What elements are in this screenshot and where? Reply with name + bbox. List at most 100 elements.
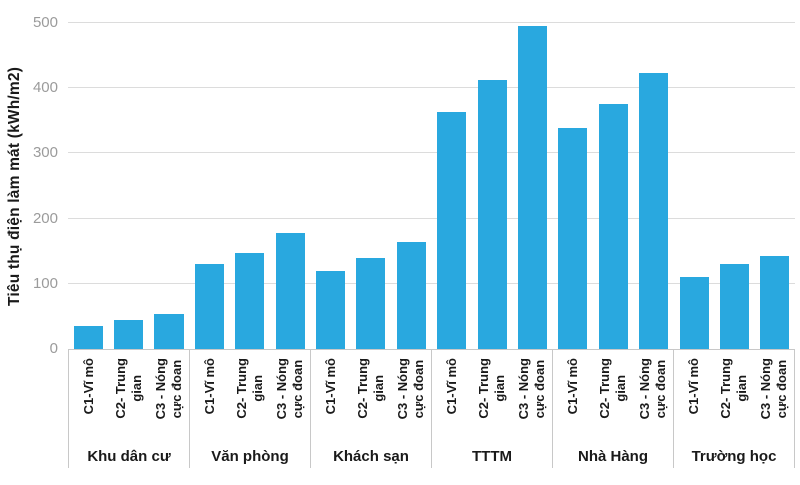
- x-label-cell: C1-Vĩ mô: [674, 350, 714, 445]
- y-tick-label: 200: [32, 209, 58, 227]
- x-labels-row: C1-Vĩ mô C2- Trung gian C3 - Nóng cực đoan: [190, 350, 310, 445]
- x-tick-label: C2- Trung gian: [234, 358, 265, 419]
- x-tick-label: C2- Trung gian: [113, 358, 144, 419]
- bar: [235, 252, 265, 349]
- x-tick-label: C1-Vĩ mô: [444, 358, 459, 415]
- bar-slot: [310, 23, 350, 349]
- x-label-cell: C1-Vĩ mô: [553, 350, 593, 445]
- x-axis-group: C1-Vĩ mô C2- Trung gian C3 - Nóng cực đoan…: [673, 350, 795, 468]
- x-label-cell: C3 - Nóng cực đoan: [391, 350, 431, 445]
- bar: [154, 313, 184, 349]
- x-label-cell: C3 - Nóng cực đoan: [512, 350, 552, 445]
- bar-slot: [593, 23, 633, 349]
- y-tick-label: 0: [49, 340, 58, 357]
- x-tick-label: C3 - Nóng cực đoan: [637, 358, 668, 420]
- bar-slot: [189, 23, 229, 349]
- x-group-label: TTTM: [472, 448, 512, 465]
- x-axis-group: C1-Vĩ mô C2- Trung gian C3 - Nóng cực đoan…: [552, 350, 673, 468]
- bar: [275, 232, 305, 349]
- y-tick-label: 300: [32, 144, 58, 162]
- bar-group: [189, 23, 310, 349]
- x-tick-label: C3 - Nóng cực đoan: [153, 358, 184, 420]
- bar-slot: [755, 23, 795, 349]
- bar-slot: [714, 23, 754, 349]
- x-label-cell: C2- Trung gian: [351, 350, 391, 445]
- x-group-label: Khu dân cư: [87, 448, 171, 465]
- x-label-cell: C2- Trung gian: [714, 350, 754, 445]
- bar: [517, 26, 548, 349]
- bar-group: [553, 23, 674, 349]
- gridline: [68, 152, 795, 154]
- x-labels-row: C1-Vĩ mô C2- Trung gian C3 - Nóng cực đoan: [69, 350, 189, 445]
- bar: [598, 103, 628, 349]
- bar-group: [674, 23, 795, 349]
- x-tick-label: C1-Vĩ mô: [81, 358, 96, 415]
- x-tick-label: C2- Trung gian: [718, 358, 749, 419]
- x-axis-group: C1-Vĩ mô C2- Trung gian C3 - Nóng cực đoan…: [189, 350, 310, 468]
- y-tick-label: 500: [32, 14, 58, 31]
- x-group-label: Nhà Hàng: [577, 448, 648, 465]
- x-group-label: Văn phòng: [211, 448, 289, 465]
- bar-slot: [108, 23, 148, 349]
- gridlines: [68, 22, 795, 349]
- x-tick-label: C2- Trung gian: [476, 358, 507, 419]
- bar-slot: [351, 23, 391, 349]
- bar-slot: [230, 23, 270, 349]
- bar-slot: [553, 23, 593, 349]
- y-axis-ticks: 0 100 200 300 400 500: [0, 14, 58, 357]
- plot-area: [68, 22, 795, 350]
- x-axis-group: C1-Vĩ mô C2- Trung gian C3 - Nóng cực đoan…: [310, 350, 431, 468]
- bar: [114, 319, 144, 349]
- bar: [437, 112, 467, 349]
- gridline: [68, 87, 795, 89]
- bar: [316, 270, 346, 349]
- gridline: [68, 217, 795, 219]
- bar: [558, 127, 588, 349]
- x-label-cell: C2- Trung gian: [593, 350, 633, 445]
- x-tick-label: C2- Trung gian: [597, 358, 628, 419]
- bar-group: [310, 23, 431, 349]
- x-tick-label: C1-Vĩ mô: [323, 358, 338, 415]
- x-label-cell: C1-Vĩ mô: [432, 350, 472, 445]
- x-axis-area: C1-Vĩ mô C2- Trung gian C3 - Nóng cực đoan…: [68, 350, 795, 468]
- x-label-cell: C3 - Nóng cực đoan: [149, 350, 189, 445]
- bar: [396, 242, 426, 349]
- bar: [356, 257, 386, 349]
- x-labels-row: C1-Vĩ mô C2- Trung gian C3 - Nóng cực đoan: [674, 350, 794, 445]
- x-tick-label: C3 - Nóng cực đoan: [758, 358, 789, 420]
- x-label-cell: C2- Trung gian: [109, 350, 149, 445]
- x-label-cell: C2- Trung gian: [230, 350, 270, 445]
- x-tick-label: C1-Vĩ mô: [202, 358, 217, 415]
- x-label-cell: C3 - Nóng cực đoan: [754, 350, 794, 445]
- x-group-label: Trường học: [691, 448, 777, 465]
- x-tick-label: C1-Vĩ mô: [686, 358, 701, 415]
- gridline: [68, 282, 795, 284]
- y-tick-label: 100: [32, 274, 58, 292]
- x-tick-label: C3 - Nóng cực đoan: [395, 358, 426, 420]
- bar: [73, 326, 103, 349]
- bar: [477, 80, 507, 349]
- x-group-label: Khách sạn: [333, 448, 409, 465]
- bar: [194, 264, 224, 349]
- bar-group: [432, 23, 553, 349]
- bar: [639, 72, 669, 349]
- x-tick-label: C3 - Nóng cực đoan: [274, 358, 305, 420]
- x-label-cell: C3 - Nóng cực đoan: [270, 350, 310, 445]
- y-tick-label: 400: [32, 79, 58, 97]
- bar-slot: [391, 23, 431, 349]
- x-labels-row: C1-Vĩ mô C2- Trung gian C3 - Nóng cực đoan: [311, 350, 431, 445]
- x-label-cell: C2- Trung gian: [472, 350, 512, 445]
- x-tick-label: C3 - Nóng cực đoan: [516, 358, 547, 420]
- bar-slot: [432, 23, 472, 349]
- bar-slot: [674, 23, 714, 349]
- x-label-cell: C3 - Nóng cực đoan: [633, 350, 673, 445]
- gridline: [68, 22, 795, 23]
- bar-group: [68, 23, 189, 349]
- bar-slot: [472, 23, 512, 349]
- bar-slot: [68, 23, 108, 349]
- x-label-cell: C1-Vĩ mô: [190, 350, 230, 445]
- x-labels-row: C1-Vĩ mô C2- Trung gian C3 - Nóng cực đoan: [432, 350, 552, 445]
- bar-slot: [512, 23, 552, 349]
- x-tick-label: C2- Trung gian: [355, 358, 386, 419]
